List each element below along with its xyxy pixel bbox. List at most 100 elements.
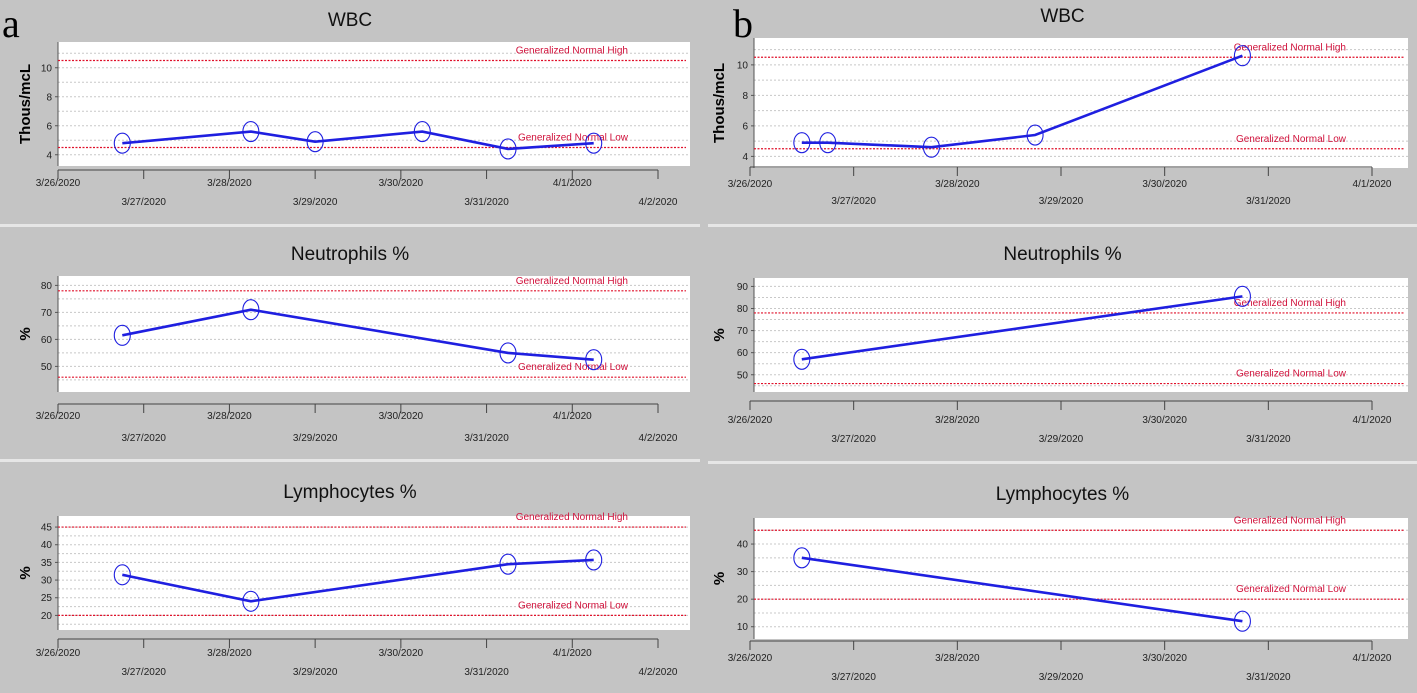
data-point	[499, 342, 517, 364]
normal-low-label: Generalized Normal Low	[1236, 369, 1347, 380]
x-tick-label: 3/26/2020	[36, 648, 81, 659]
x-tick-label: 4/2/2020	[639, 667, 678, 678]
y-axis-label: Thous/mcL	[17, 64, 34, 144]
x-tick-label: 4/1/2020	[1353, 653, 1392, 664]
y-tick-label: 70	[737, 326, 749, 337]
data-point	[585, 349, 603, 371]
x-tick-label: 4/1/2020	[553, 178, 592, 189]
data-point	[499, 138, 517, 160]
divider	[0, 459, 700, 462]
x-tick-label: 3/31/2020	[1246, 196, 1291, 207]
neutrophils-chart-a: Neutrophils % 50 60 70 80% Generalized Normal…	[17, 244, 690, 444]
x-tick-label: 3/26/2020	[728, 415, 773, 426]
normal-high-label: Generalized Normal High	[1234, 515, 1346, 526]
divider	[708, 224, 1417, 227]
y-tick-label: 80	[737, 304, 749, 315]
series-line	[122, 130, 594, 151]
series-line	[122, 558, 594, 603]
plot-area	[754, 518, 1408, 639]
x-tick-label: 3/29/2020	[1039, 196, 1084, 207]
x-tick-label: 3/31/2020	[1246, 434, 1291, 445]
plot-area	[58, 276, 690, 392]
chart-title: Neutrophils %	[291, 244, 409, 265]
chart-title: WBC	[1040, 6, 1084, 27]
x-tick-label: 4/2/2020	[639, 433, 678, 444]
x-tick-label: 4/2/2020	[639, 197, 678, 208]
panel-b-label: b	[733, 1, 753, 46]
x-tick-label: 3/31/2020	[464, 667, 509, 678]
x-tick-label: 3/30/2020	[1142, 415, 1187, 426]
y-tick-label: 4	[742, 152, 748, 163]
data-point	[113, 564, 131, 586]
data-point	[113, 324, 131, 346]
plot-area	[58, 42, 690, 166]
y-axis-label: %	[17, 327, 34, 340]
data-point	[793, 348, 811, 370]
x-tick-label: 3/27/2020	[121, 433, 166, 444]
lymphocytes-chart-a: Lymphocytes % 20 25 30 35 40 45% Generalized No…	[17, 482, 690, 678]
y-tick-label: 60	[737, 348, 749, 359]
data-point	[922, 136, 940, 158]
y-tick-label: 30	[41, 576, 53, 587]
y-tick-label: 35	[41, 558, 53, 569]
y-tick-label: 45	[41, 523, 53, 534]
x-tick-label: 3/28/2020	[935, 415, 980, 426]
data-point	[1233, 45, 1251, 67]
y-tick-label: 40	[41, 540, 53, 551]
x-tick-label: 3/30/2020	[1142, 653, 1187, 664]
x-tick-label: 4/1/2020	[553, 648, 592, 659]
x-tick-label: 3/28/2020	[207, 411, 252, 422]
data-point	[306, 131, 324, 153]
normal-low-label: Generalized Normal Low	[518, 362, 629, 373]
y-tick-label: 20	[737, 595, 749, 606]
y-tick-label: 4	[46, 150, 52, 161]
x-tick-label: 3/29/2020	[293, 433, 338, 444]
data-point	[242, 299, 260, 321]
x-tick-label: 3/30/2020	[379, 648, 424, 659]
panel-a-label: a	[2, 1, 20, 46]
chart-title: Lymphocytes %	[283, 482, 417, 503]
x-tick-label: 3/28/2020	[207, 178, 252, 189]
series-line	[801, 54, 1243, 149]
chart-title: Neutrophils %	[1003, 244, 1121, 265]
y-tick-label: 80	[41, 281, 53, 292]
y-tick-label: 30	[737, 567, 749, 578]
data-point	[793, 132, 811, 154]
x-tick-label: 3/26/2020	[36, 411, 81, 422]
x-tick-label: 3/27/2020	[121, 197, 166, 208]
x-tick-label: 4/1/2020	[1353, 179, 1392, 190]
y-axis-label: Thous/mcL	[711, 63, 728, 143]
wbc-chart-b: WBC 4 6 8 10 Thous/mcL Generalized Normal High…	[711, 6, 1408, 207]
x-tick-label: 4/1/2020	[553, 411, 592, 422]
y-tick-label: 70	[41, 308, 53, 319]
normal-low-label: Generalized Normal Low	[1236, 134, 1347, 145]
x-tick-label: 3/31/2020	[464, 433, 509, 444]
data-point	[499, 553, 517, 575]
data-point	[585, 132, 603, 154]
x-tick-label: 3/27/2020	[831, 196, 876, 207]
chart-title: WBC	[328, 10, 372, 31]
y-tick-label: 40	[737, 540, 749, 551]
y-tick-label: 10	[737, 622, 749, 633]
x-tick-label: 3/28/2020	[935, 179, 980, 190]
plot-area	[58, 516, 690, 630]
data-point	[242, 590, 260, 612]
x-tick-label: 4/1/2020	[1353, 415, 1392, 426]
x-tick-label: 3/27/2020	[121, 667, 166, 678]
x-tick-label: 3/28/2020	[207, 648, 252, 659]
neutrophils-chart-b: Neutrophils % 50 60 70 80 90% Generalized Norm…	[711, 244, 1408, 445]
divider	[0, 224, 700, 227]
x-tick-label: 3/29/2020	[1039, 672, 1084, 683]
series-line	[801, 556, 1243, 623]
data-point	[793, 547, 811, 569]
y-tick-label: 50	[41, 362, 53, 373]
normal-low-label: Generalized Normal Low	[518, 133, 629, 144]
plot-area	[754, 38, 1408, 168]
data-point	[1026, 124, 1044, 146]
y-tick-label: 20	[41, 611, 53, 622]
series-line	[122, 308, 594, 361]
data-point	[1233, 285, 1251, 307]
x-tick-label: 3/29/2020	[293, 197, 338, 208]
x-tick-label: 3/28/2020	[935, 653, 980, 664]
y-axis-label: %	[17, 566, 34, 579]
